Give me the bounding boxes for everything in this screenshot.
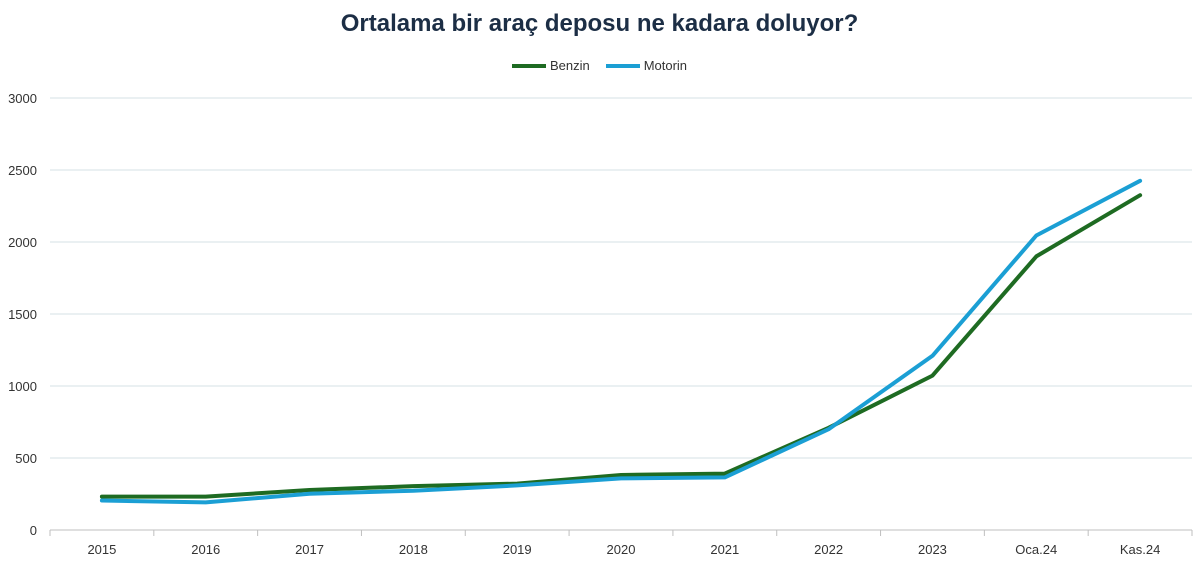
legend-item-motorin: Motorin [605,58,688,73]
x-tick-label: Oca.24 [1015,542,1057,557]
legend-swatch-benzin [511,63,546,68]
y-tick-label: 3000 [8,91,37,106]
grid-layer [50,97,1192,531]
x-tick-label: 2019 [503,542,532,557]
y-axis: 0 500 1000 1500 2000 2500 3000 [8,91,37,538]
y-tick-label: 0 [30,523,37,538]
x-tick-label: 2015 [87,542,116,557]
legend-label-benzin: Benzin [549,58,590,73]
x-tick-label: 2017 [295,542,324,557]
legend-item-benzin: Benzin [511,58,590,73]
legend-swatch-motorin [605,63,640,68]
x-tick-label: 2016 [191,542,220,557]
chart-title: Ortalama bir araç deposu ne kadara doluy… [340,10,859,37]
x-tick-label: 2023 [918,542,947,557]
series-line-motorin [99,178,1143,505]
x-axis: 2015 2016 2017 2018 2019 2020 2021 2022 2023 Oca.… [49,530,1193,557]
y-tick-label: 2000 [8,235,37,250]
y-tick-label: 500 [15,451,37,466]
y-tick-label: 1500 [8,307,37,322]
x-tick-label: 2020 [607,542,636,557]
legend-label-motorin: Motorin [643,58,688,73]
legend: Benzin Motorin [0,58,1199,73]
y-tick-label: 1000 [8,379,37,394]
x-tick-label: 2022 [814,542,843,557]
series-line-benzin [99,193,1143,499]
x-tick-label: 2018 [399,542,428,557]
x-tick-label: Kas.24 [1120,542,1160,557]
series-layer [99,178,1143,505]
y-tick-label: 2500 [8,163,37,178]
x-tick-label: 2021 [710,542,739,557]
